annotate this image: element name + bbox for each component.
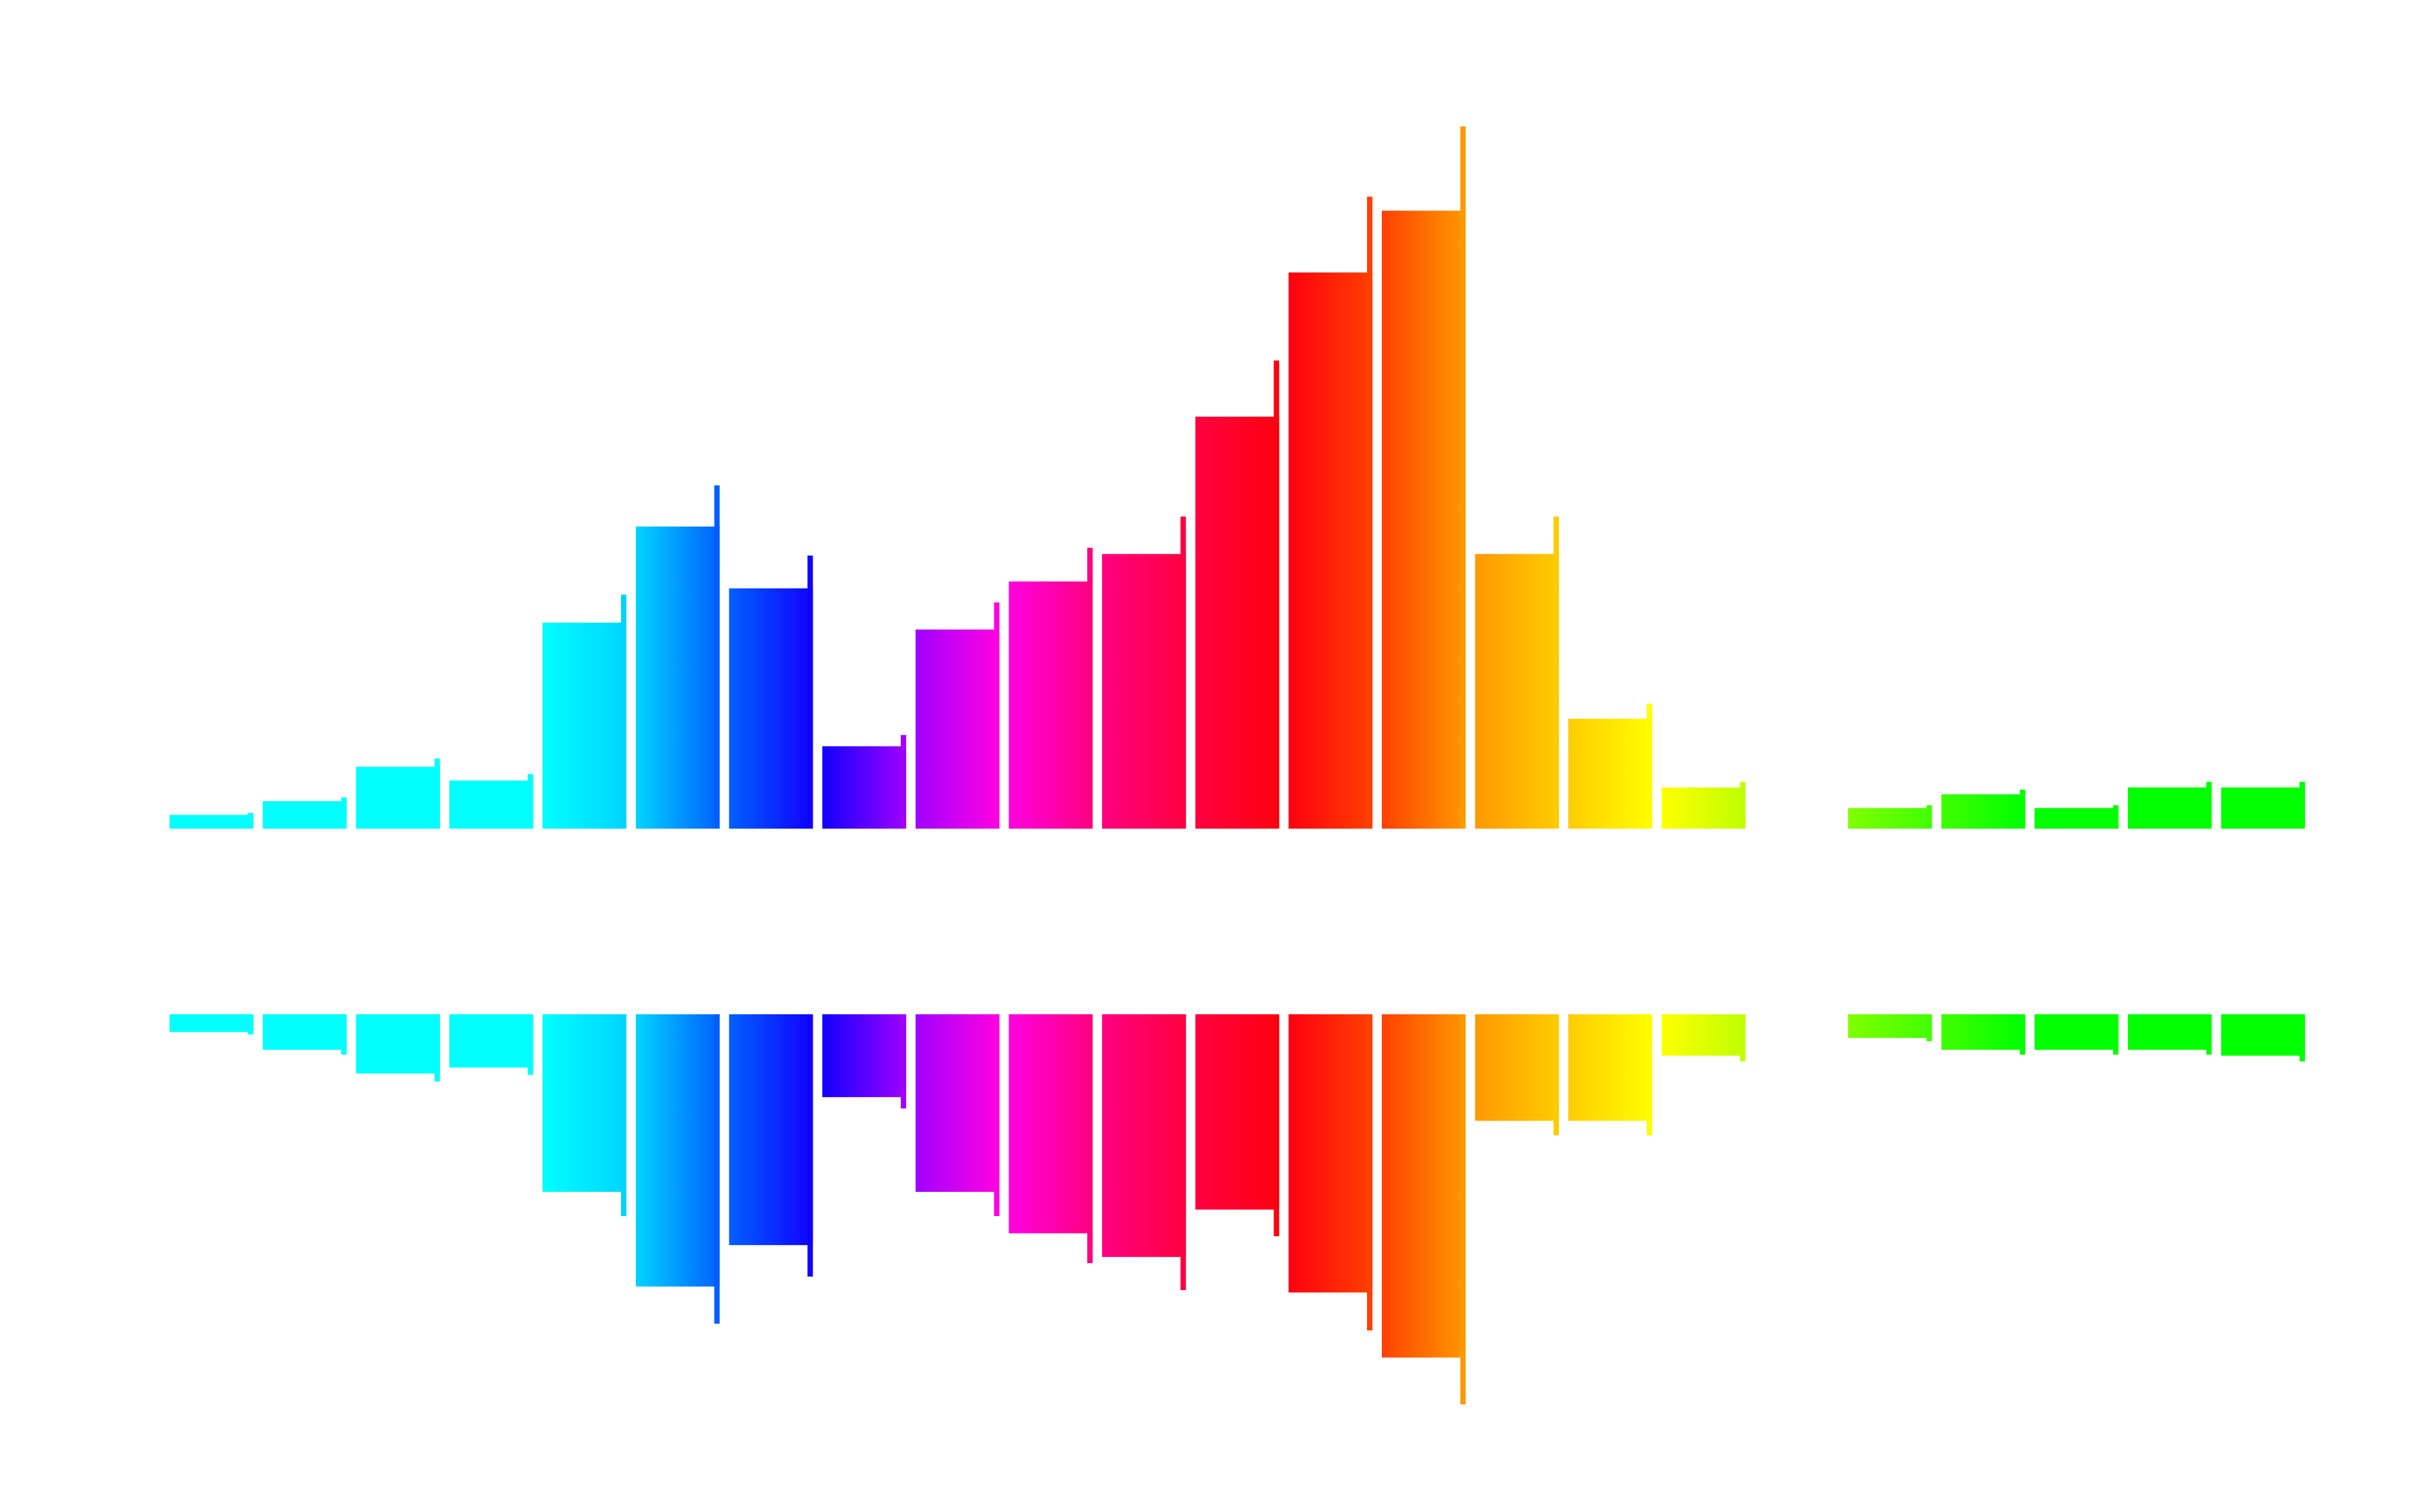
bar-top-3 bbox=[356, 767, 440, 829]
bar-top-8 bbox=[822, 746, 906, 829]
bar-top-23 bbox=[2221, 787, 2305, 829]
bar-top-4 bbox=[449, 780, 534, 829]
bar-top-5 bbox=[542, 622, 627, 829]
bar-top-19 bbox=[1847, 808, 1932, 829]
bar-bottom-13 bbox=[1288, 1014, 1372, 1293]
bar-top-22 bbox=[2127, 787, 2212, 829]
bar-top-peak-4 bbox=[527, 773, 534, 829]
bar-top-peak-22 bbox=[2206, 782, 2212, 829]
bar-top-peak-20 bbox=[2020, 790, 2026, 829]
bar-top-peak-12 bbox=[1274, 361, 1280, 829]
bar-bottom-peak-13 bbox=[1366, 1014, 1372, 1330]
bar-bottom-peak-14 bbox=[1460, 1014, 1466, 1404]
bar-top-peak-7 bbox=[807, 556, 813, 829]
bar-bottom-peak-3 bbox=[434, 1014, 440, 1082]
bar-bottom-peak-17 bbox=[1740, 1014, 1746, 1061]
bar-top-13 bbox=[1288, 272, 1372, 829]
bar-top-peak-16 bbox=[1646, 704, 1652, 829]
bar-bottom-19 bbox=[1847, 1014, 1932, 1038]
bar-top-peak-1 bbox=[248, 812, 254, 829]
bar-top-15 bbox=[1475, 554, 1559, 829]
bar-bottom-2 bbox=[262, 1014, 347, 1050]
bar-bottom-peak-2 bbox=[341, 1014, 347, 1055]
bar-top-1 bbox=[170, 815, 254, 829]
bar-top-peak-17 bbox=[1740, 782, 1746, 829]
bar-bottom-14 bbox=[1381, 1014, 1466, 1358]
bar-bottom-3 bbox=[356, 1014, 440, 1073]
bar-bottom-9 bbox=[915, 1014, 1000, 1192]
bar-top-20 bbox=[1941, 794, 2026, 829]
bar-bottom-8 bbox=[822, 1014, 906, 1098]
bar-top-peak-6 bbox=[714, 485, 720, 829]
bar-bottom-6 bbox=[636, 1014, 720, 1287]
bar-top-peak-3 bbox=[434, 758, 440, 829]
bar-top-peak-5 bbox=[621, 595, 627, 829]
bar-top-peak-9 bbox=[994, 602, 1000, 829]
bar-bottom-peak-16 bbox=[1646, 1014, 1652, 1135]
bar-bottom-peak-22 bbox=[2206, 1014, 2212, 1055]
bar-top-peak-2 bbox=[341, 797, 347, 829]
bar-bottom-peak-8 bbox=[900, 1014, 906, 1108]
bottom-bars bbox=[170, 1014, 2305, 1404]
bar-bottom-peak-20 bbox=[2020, 1014, 2026, 1055]
bar-bottom-peak-19 bbox=[1926, 1014, 1932, 1041]
bar-bottom-15 bbox=[1475, 1014, 1559, 1121]
bar-top-6 bbox=[636, 526, 720, 829]
bar-bottom-20 bbox=[1941, 1014, 2026, 1050]
bar-top-peak-10 bbox=[1087, 547, 1093, 829]
bar-top-peak-8 bbox=[900, 734, 906, 829]
bar-bottom-peak-1 bbox=[248, 1014, 254, 1034]
bar-top-14 bbox=[1381, 211, 1466, 829]
bar-top-9 bbox=[915, 629, 1000, 829]
bar-bottom-peak-7 bbox=[807, 1014, 813, 1277]
bar-bottom-peak-15 bbox=[1553, 1014, 1559, 1135]
bar-top-17 bbox=[1661, 787, 1746, 829]
bar-bottom-7 bbox=[729, 1014, 813, 1246]
bar-bottom-16 bbox=[1568, 1014, 1652, 1121]
bar-top-21 bbox=[2034, 808, 2119, 829]
bar-bottom-peak-11 bbox=[1180, 1014, 1186, 1290]
bar-top-peak-21 bbox=[2113, 805, 2119, 829]
bar-bottom-10 bbox=[1008, 1014, 1093, 1234]
bar-bottom-peak-12 bbox=[1274, 1014, 1280, 1236]
bar-top-peak-13 bbox=[1366, 196, 1372, 829]
bar-top-16 bbox=[1568, 718, 1652, 829]
top-bars bbox=[170, 126, 2305, 829]
bar-top-peak-15 bbox=[1553, 517, 1559, 829]
bar-bottom-11 bbox=[1102, 1014, 1186, 1257]
bar-bottom-12 bbox=[1195, 1014, 1280, 1210]
bar-bottom-21 bbox=[2034, 1014, 2119, 1050]
bar-bottom-peak-21 bbox=[2113, 1014, 2119, 1055]
bar-bottom-23 bbox=[2221, 1014, 2305, 1056]
bar-top-12 bbox=[1195, 416, 1280, 829]
bar-top-peak-23 bbox=[2300, 782, 2305, 829]
bar-bottom-peak-9 bbox=[994, 1014, 1000, 1216]
bar-top-peak-14 bbox=[1460, 126, 1466, 829]
bar-bottom-peak-23 bbox=[2300, 1014, 2305, 1061]
bar-bottom-22 bbox=[2127, 1014, 2212, 1050]
bar-bottom-peak-4 bbox=[527, 1014, 534, 1075]
bar-bottom-4 bbox=[449, 1014, 534, 1068]
bar-top-peak-19 bbox=[1926, 805, 1932, 829]
bar-bottom-1 bbox=[170, 1014, 254, 1032]
bar-top-10 bbox=[1008, 581, 1093, 829]
bar-top-11 bbox=[1102, 554, 1186, 829]
bar-top-7 bbox=[729, 588, 813, 829]
bar-top-peak-11 bbox=[1180, 517, 1186, 829]
bar-bottom-peak-6 bbox=[714, 1014, 720, 1324]
bar-bottom-5 bbox=[542, 1014, 627, 1192]
bar-bottom-peak-10 bbox=[1087, 1014, 1093, 1263]
bar-top-2 bbox=[262, 801, 347, 829]
bar-bottom-17 bbox=[1661, 1014, 1746, 1056]
bar-bottom-peak-5 bbox=[621, 1014, 627, 1216]
